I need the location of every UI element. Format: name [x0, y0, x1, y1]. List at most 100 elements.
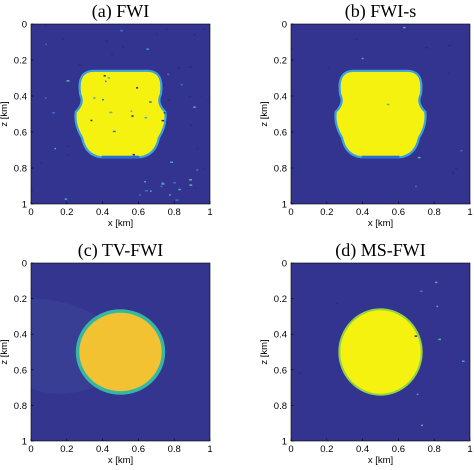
x-tick-label: 0.2 [60, 207, 73, 218]
noise-pixel [93, 97, 96, 99]
noise-pixel [199, 95, 202, 97]
x-tick-label: 0.6 [132, 207, 145, 218]
y-axis-label: z [km] [0, 339, 10, 364]
noise-pixel [196, 169, 199, 171]
x-tick-label: 1 [207, 444, 212, 455]
noise-pixel [45, 43, 47, 45]
noise-pixel [180, 83, 183, 86]
y-tick-label: 0.8 [14, 401, 27, 412]
noise-pixel [166, 121, 169, 124]
x-tick-label: 0 [288, 207, 293, 218]
noise-pixel [105, 40, 108, 42]
x-tick-label: 0.2 [320, 444, 333, 455]
noise-pixel [144, 180, 147, 183]
noise-pixel [173, 181, 176, 184]
noise-pixel [335, 302, 339, 305]
noise-pixel [139, 194, 142, 196]
heatmap-field [299, 281, 465, 427]
noise-pixel [161, 182, 164, 184]
noise-pixel [193, 106, 196, 108]
noise-pixel [146, 48, 149, 50]
heatmap-field [31, 24, 210, 201]
noise-pixel [31, 189, 33, 192]
y-tick-label: 0.8 [274, 401, 287, 412]
x-axis-label: x [km] [368, 218, 393, 229]
noise-pixel [355, 38, 358, 40]
velocity-anomaly [338, 308, 423, 396]
noise-pixel [460, 149, 463, 152]
x-tick-label: 0.4 [356, 207, 369, 218]
noise-pixel [361, 57, 364, 60]
noise-pixel [44, 97, 47, 99]
noise-pixel [109, 111, 113, 114]
axes-frame [290, 262, 471, 442]
x-tick-label: 0.4 [356, 444, 369, 455]
noise-pixel [209, 63, 210, 66]
noise-pixel [170, 161, 173, 164]
y-tick-label: 1 [282, 200, 287, 211]
noise-pixel [208, 100, 210, 102]
noise-pixel [90, 119, 93, 122]
x-tick-label: 0.6 [392, 444, 405, 455]
noise-pixel [414, 335, 418, 337]
y-tick-label: 0 [22, 20, 27, 31]
x-axis-label: x [km] [108, 218, 133, 229]
anomaly-bottom-edge [361, 155, 400, 159]
y-tick-label: 0.2 [14, 56, 27, 67]
noise-pixel [417, 156, 421, 159]
axes-frame [30, 23, 211, 205]
noise-pixel [188, 66, 192, 68]
x-tick-label: 0.4 [96, 444, 109, 455]
noise-pixel [112, 130, 116, 133]
noise-pixel [194, 187, 197, 190]
y-tick-label: 0.6 [274, 128, 287, 139]
noise-pixel [425, 47, 429, 49]
velocity-anomaly [334, 69, 427, 159]
noise-pixel [435, 281, 438, 284]
noise-pixel [103, 75, 106, 77]
noise-pixel [149, 190, 152, 192]
noise-pixel [419, 290, 423, 293]
noise-pixel [193, 33, 196, 36]
noise-pixel [136, 87, 139, 89]
x-tick-label: 0.8 [168, 444, 181, 455]
noise-pixel [61, 38, 64, 40]
y-tick-label: 0.4 [274, 92, 287, 103]
noise-pixel [54, 147, 56, 150]
noise-pixel [131, 115, 134, 117]
noise-pixel [415, 185, 417, 188]
panel-title: (d) MS-FWI [335, 240, 426, 261]
noise-pixel [165, 28, 168, 31]
noise-pixel [40, 162, 43, 164]
x-tick-label: 0 [28, 207, 33, 218]
noise-pixel [67, 154, 70, 156]
noise-pixel [177, 67, 180, 70]
noise-pixel [130, 110, 133, 113]
noise-pixel [167, 99, 171, 102]
noise-pixel [161, 183, 165, 185]
noise-pixel [386, 103, 390, 106]
noise-pixel [451, 171, 455, 174]
y-tick-label: 0.4 [274, 330, 287, 341]
noise-pixel [145, 189, 148, 192]
noise-pixel [149, 101, 152, 103]
noise-pixel [44, 24, 47, 26]
noise-pixel [189, 184, 193, 186]
noise-pixel [163, 112, 166, 114]
noise-pixel [102, 98, 104, 101]
noise-pixel [421, 424, 423, 427]
panel-4: (d) MS-FWI 0 0.2 0.4 0.6 0.8 1 x [km] 0 0.2 0.4 0.6… [259, 240, 473, 466]
y-tick-label: 0.2 [274, 56, 287, 67]
y-tick-label: 0.2 [274, 294, 287, 305]
y-tick-label: 0.2 [14, 294, 27, 305]
y-axis-label: z [km] [259, 339, 270, 364]
x-tick-label: 0.4 [96, 207, 109, 218]
noise-pixel [454, 168, 458, 170]
noise-pixel [403, 26, 406, 29]
noise-pixel [448, 44, 451, 47]
noise-pixel [203, 168, 206, 170]
noise-pixel [461, 360, 465, 363]
y-tick-label: 1 [282, 437, 287, 448]
x-tick-label: 0.2 [320, 207, 333, 218]
noise-pixel [291, 47, 293, 50]
